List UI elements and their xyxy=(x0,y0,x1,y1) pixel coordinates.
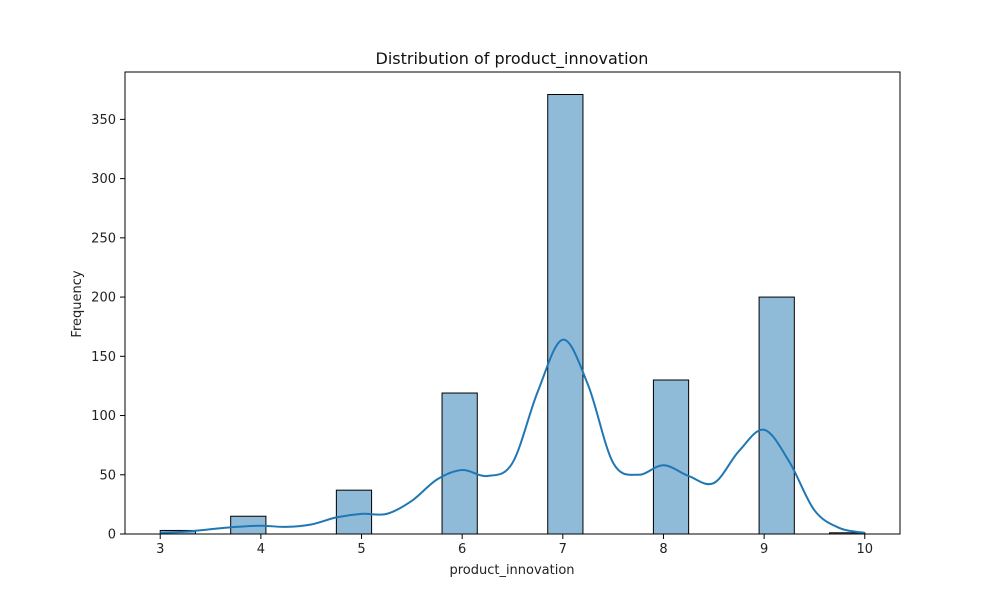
x-tick-label: 8 xyxy=(659,542,667,557)
x-tick-label: 5 xyxy=(357,542,365,557)
y-tick-label: 100 xyxy=(91,409,116,424)
y-tick-label: 50 xyxy=(99,468,116,483)
y-tick-label: 300 xyxy=(91,172,116,187)
x-tick-label: 4 xyxy=(257,542,265,557)
chart-title: Distribution of product_innovation xyxy=(376,49,649,69)
histogram-bar xyxy=(652,379,690,535)
y-tick-label: 200 xyxy=(91,291,116,306)
plot-frame xyxy=(124,71,901,535)
x-tick-label: 10 xyxy=(856,542,873,557)
y-axis-ticks: 0 50 100 150 200 250 300 350 xyxy=(91,113,125,543)
x-axis-title: product_innovation xyxy=(449,563,574,578)
histogram-bar xyxy=(335,489,373,535)
y-tick-label: 250 xyxy=(91,231,116,246)
x-tick-label: 9 xyxy=(760,542,768,557)
y-tick-label: 150 xyxy=(91,350,116,365)
y-tick-label: 350 xyxy=(91,113,116,128)
x-tick-label: 6 xyxy=(458,542,466,557)
histogram-bar xyxy=(758,296,795,535)
kde-curve xyxy=(160,338,865,534)
histogram-bar xyxy=(547,94,584,535)
bars-group xyxy=(159,94,866,535)
x-tick-label: 7 xyxy=(559,542,567,557)
y-axis-title: Frequency xyxy=(70,270,85,337)
y-tick-label: 0 xyxy=(108,528,116,543)
x-axis-ticks: 3 4 5 6 7 8 9 10 xyxy=(156,534,873,557)
histogram-bar xyxy=(441,392,478,535)
x-tick-label: 3 xyxy=(156,542,164,557)
